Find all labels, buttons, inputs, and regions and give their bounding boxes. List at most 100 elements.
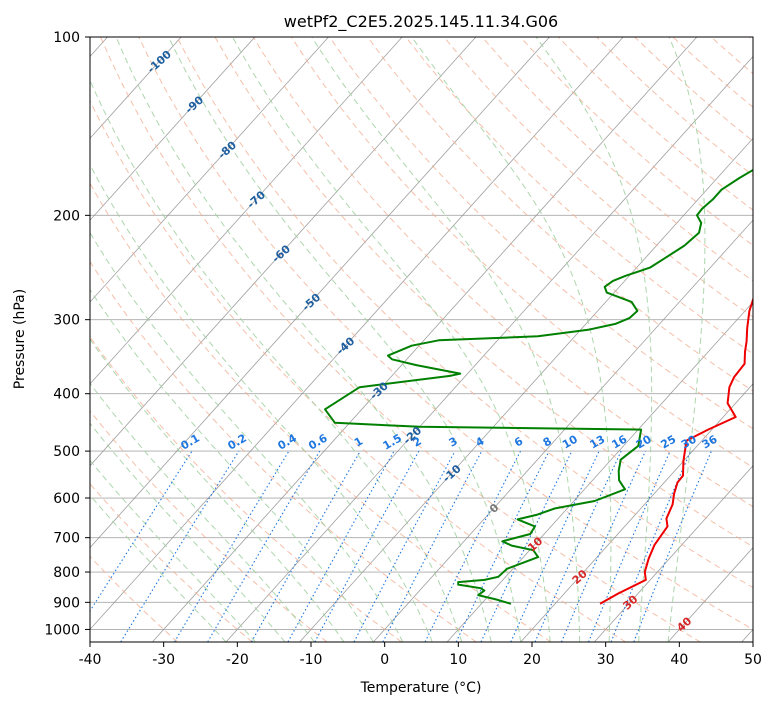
dry-adiabat-line <box>405 37 753 355</box>
dry-adiabat-line <box>519 37 753 246</box>
y-axis-label: Pressure (hPa) <box>12 289 28 389</box>
isotherm-line <box>90 37 329 303</box>
moist-adiabat-line <box>90 163 433 642</box>
dry-adiabat-line <box>596 37 753 177</box>
mixing-ratio-label: 1 <box>352 435 365 450</box>
y-tick-label: 100 <box>53 30 80 46</box>
moist-adiabat-line <box>90 494 227 642</box>
x-tick-label: 10 <box>449 652 467 668</box>
x-tick-label: 50 <box>744 652 762 668</box>
moist-adiabat-line <box>90 288 374 642</box>
isotherm-line <box>90 37 403 385</box>
y-axis: 100 200 300 400 500 600 700 800 900 1000 <box>44 30 90 638</box>
y-tick-label: 1000 <box>44 622 80 638</box>
isotherm-line <box>446 301 753 642</box>
isotherm-line <box>90 37 477 467</box>
dry-adiabat-line <box>100 37 701 642</box>
mixing-ratio-line <box>314 450 420 642</box>
isotherm-line <box>373 219 753 642</box>
mixing-ratio-label: 25 <box>658 433 678 452</box>
dry-adiabat-line <box>90 410 328 642</box>
moist-adiabat-line <box>90 382 315 642</box>
chart-title: wetPf2_C2E5.2025.145.11.34.G06 <box>284 12 558 32</box>
dry-adiabat-line <box>138 37 753 630</box>
isotherm-line <box>225 55 753 642</box>
x-tick-label: 40 <box>670 652 688 668</box>
dry-adiabat-line <box>710 37 753 75</box>
dry-adiabat-line <box>214 37 753 548</box>
mixing-ratio-label: 1.5 <box>381 432 404 453</box>
x-tick-label: -30 <box>152 652 175 668</box>
moist-adiabat-line <box>667 37 706 642</box>
isotherm-line <box>667 546 753 642</box>
mixing-ratio-line <box>633 450 712 642</box>
mixing-ratio-label: 8 <box>541 435 554 450</box>
moist-adiabat-line <box>232 37 551 642</box>
mixing-ratio-label: 3 <box>447 435 460 450</box>
dry-adiabat-line <box>90 555 178 642</box>
mixing-ratio-label: 0.4 <box>275 431 299 452</box>
mixing-ratio-line <box>610 450 692 642</box>
moist-adiabat-line <box>90 79 463 642</box>
isotherm-line <box>90 37 256 221</box>
mixing-ratio-label: 0.6 <box>306 431 330 452</box>
y-tick-label: 400 <box>53 387 80 403</box>
mixing-ratio-line <box>174 450 290 642</box>
moist-adiabat-line <box>311 37 581 642</box>
isotherm-line <box>152 37 698 642</box>
dry-adiabat-line <box>481 37 753 282</box>
isotherm-line <box>90 37 624 631</box>
moist-adiabat-line <box>90 338 345 642</box>
dry-adiabat-line <box>672 37 753 108</box>
temperature-profile-line <box>599 296 753 605</box>
y-tick-label: 900 <box>53 595 80 611</box>
x-tick-label: 20 <box>523 652 541 668</box>
y-tick-label: 800 <box>53 565 80 581</box>
x-tick-label: -20 <box>226 652 249 668</box>
moist-adiabat-line <box>411 37 612 642</box>
dry-adiabat-line <box>634 37 753 142</box>
mixing-ratio-line <box>534 450 622 642</box>
moist-adiabat-line <box>90 422 286 642</box>
mixing-ratio-label: 6 <box>512 434 525 449</box>
mixing-ratio-line <box>120 450 240 642</box>
plot-area <box>90 37 753 642</box>
y-tick-label: 700 <box>53 531 80 547</box>
x-axis: -40 -30 -20 -10 0 10 20 30 40 50 <box>79 642 762 668</box>
x-tick-label: 0 <box>380 652 389 668</box>
dry-adiabat-line <box>90 260 477 642</box>
dewpoint-profile-line <box>324 168 753 605</box>
mixing-ratio-line <box>251 450 361 642</box>
dry-adiabat-line <box>367 37 753 392</box>
x-tick-label: -10 <box>300 652 323 668</box>
dry-adiabat-line <box>252 37 753 508</box>
mixing-ratio-label: 10 <box>560 432 580 451</box>
y-tick-label: 300 <box>53 313 80 329</box>
plot-frame <box>89 36 754 643</box>
dry-adiabat-line <box>558 37 753 211</box>
y-tick-label: 600 <box>53 491 80 507</box>
moist-adiabat-line <box>535 37 653 642</box>
x-tick-label: 30 <box>597 652 615 668</box>
dry-adiabat-line <box>329 37 753 430</box>
mixing-ratio-line <box>588 450 671 642</box>
mixing-ratio-line <box>560 450 646 642</box>
y-tick-label: 500 <box>53 444 80 460</box>
isotherm-line <box>90 37 550 549</box>
dry-adiabat-line <box>443 37 753 318</box>
dry-adiabat-line <box>90 483 253 642</box>
x-tick-label: -40 <box>79 652 102 668</box>
mixing-ratio-line <box>353 450 456 642</box>
moist-adiabat-line <box>168 37 522 642</box>
x-axis-label: Temperature (°C) <box>360 680 482 696</box>
mixing-ratio-line <box>90 450 193 613</box>
y-tick-label: 200 <box>53 208 80 224</box>
mixing-ratio-line <box>424 450 521 642</box>
isotherm-line <box>594 465 753 642</box>
moist-adiabat-line <box>90 231 404 642</box>
mixing-ratio-line <box>287 450 395 642</box>
dry-adiabat-line <box>90 336 402 642</box>
isotherm-label: -100 <box>145 48 174 76</box>
mixing-ratio-label: 16 <box>610 432 630 451</box>
